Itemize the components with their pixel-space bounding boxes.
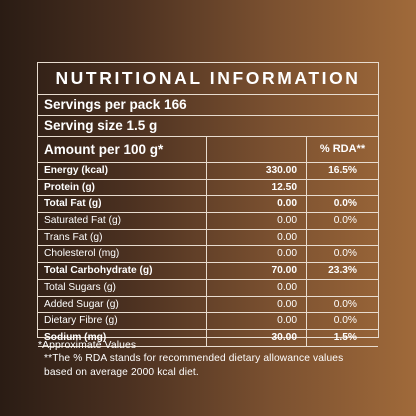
table-row: Energy (kcal) 330.00 16.5%: [38, 163, 378, 180]
table-row: Dietary Fibre (g) 0.00 0.0%: [38, 313, 378, 330]
nutrient-name: Added Sugar (g): [44, 298, 119, 310]
rda-footnote: **The % RDA stands for recommended dieta…: [44, 352, 344, 378]
nutrient-name: Cholesterol (mg): [44, 248, 120, 260]
serving-size: Serving size 1.5 g: [38, 116, 378, 137]
nutrient-rda: 0.0%: [306, 213, 378, 230]
table-row: Trans Fat (g) 0.00: [38, 229, 378, 247]
nutrient-rda: 0.0%: [306, 313, 378, 330]
nutrient-name: Total Carbohydrate (g): [44, 265, 153, 277]
nutrient-rda: [306, 229, 378, 246]
nutrient-name: Protein (g): [44, 181, 95, 193]
nutrient-rda: 0.0%: [306, 246, 378, 263]
table-row: Total Fat (g) 0.00 0.0%: [38, 196, 378, 214]
nutrient-rda: 23.3%: [306, 263, 378, 280]
nutrient-value: 12.50: [206, 179, 306, 196]
table-row: Total Carbohydrate (g) 70.00 23.3%: [38, 263, 378, 280]
table-row: Added Sugar (g) 0.00 0.0%: [38, 296, 378, 314]
nutrient-value: 0.00: [206, 196, 306, 213]
table-header: Amount per 100 g* % RDA**: [38, 137, 378, 163]
table-row: Cholesterol (mg) 0.00 0.0%: [38, 246, 378, 264]
nutrient-value: 330.00: [206, 163, 306, 179]
nutrient-value: 0.00: [206, 246, 306, 263]
nutrient-rda: 0.0%: [306, 296, 378, 313]
nutrient-rda: [306, 279, 378, 296]
nutrient-value: 70.00: [206, 263, 306, 280]
nutrient-rda: [306, 179, 378, 196]
table-row: Protein (g) 12.50: [38, 179, 378, 197]
panel-title: NUTRITIONAL INFORMATION: [38, 63, 378, 95]
servings-per-pack: Servings per pack 166: [38, 95, 378, 116]
value-header-blank: [206, 137, 306, 162]
amount-header: Amount per 100 g*: [44, 142, 164, 157]
nutrient-name: Energy (kcal): [44, 165, 108, 176]
nutrient-rda: 0.0%: [306, 196, 378, 213]
nutrient-rda: 16.5%: [306, 163, 378, 179]
nutrient-name: Total Sugars (g): [44, 281, 116, 293]
nutrition-panel: NUTRITIONAL INFORMATION Servings per pac…: [37, 62, 379, 378]
nutrient-value: 0.00: [206, 279, 306, 296]
nutrient-value: 30.00: [206, 329, 306, 346]
nutrient-rda: 1.5%: [306, 329, 378, 346]
approximate-values-note: *Approximate Values: [38, 340, 137, 351]
nutrient-name: Dietary Fibre (g): [44, 315, 118, 327]
nutrient-name: Sodium (mg): [44, 331, 107, 343]
nutrient-name: Total Fat (g): [44, 198, 102, 210]
nutrient-value: 0.00: [206, 213, 306, 230]
nutrient-value: 0.00: [206, 229, 306, 246]
table-row: Sodium (mg) 30.00 1.5%: [38, 329, 378, 347]
table-row: Saturated Fat (g) 0.00 0.0%: [38, 213, 378, 230]
nutrient-name: Trans Fat (g): [44, 231, 103, 243]
nutrient-value: 0.00: [206, 296, 306, 313]
nutrient-value: 0.00: [206, 313, 306, 330]
nutrient-name: Saturated Fat (g): [44, 215, 122, 227]
rda-header: % RDA**: [306, 137, 378, 162]
table-row: Total Sugars (g) 0.00: [38, 279, 378, 297]
